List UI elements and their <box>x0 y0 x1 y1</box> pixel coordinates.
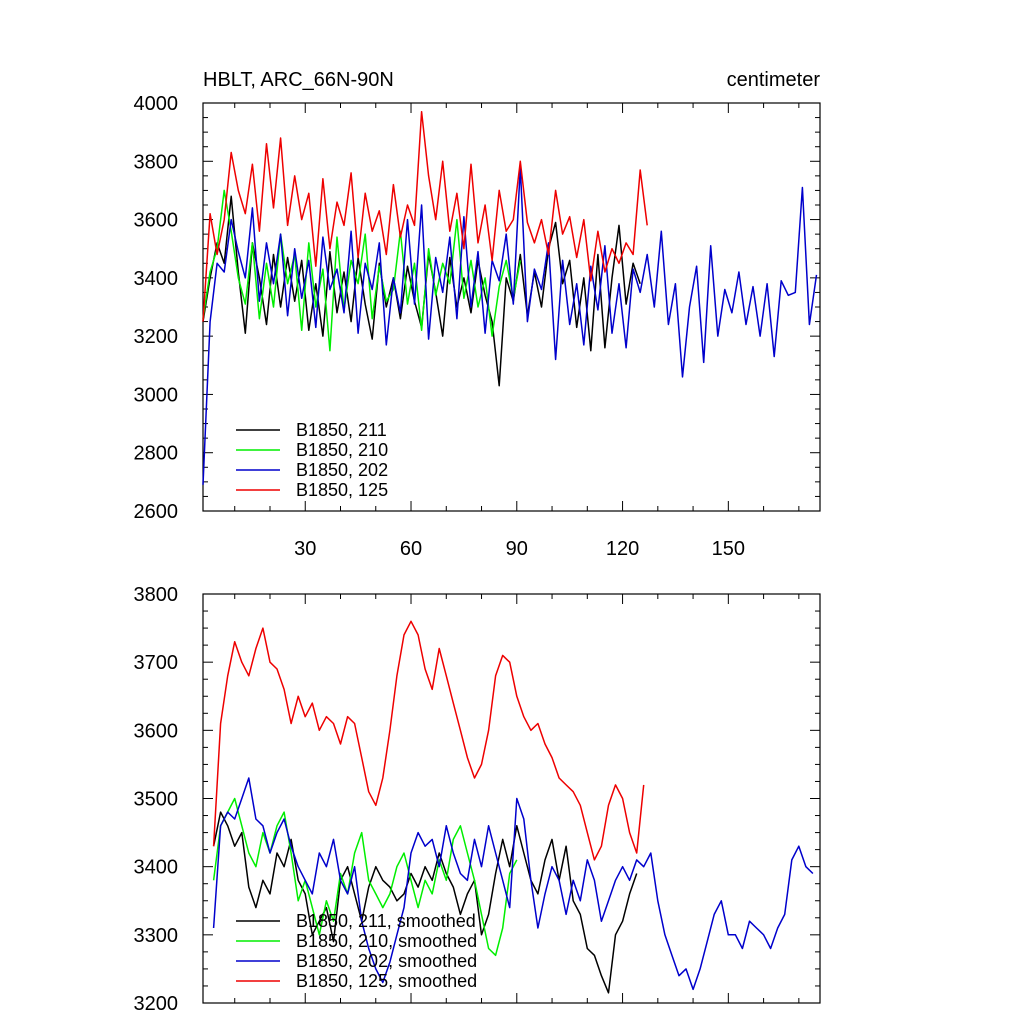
y-tick-label: 3600 <box>134 720 179 742</box>
legend-label-2: B1850, 210, smoothed <box>296 931 477 951</box>
y-tick-label: 2800 <box>134 443 179 465</box>
x-tick-label: 60 <box>400 538 422 560</box>
legend-label-3: B1850, 202 <box>296 460 388 480</box>
legend-label-1: B1850, 211 <box>296 420 387 440</box>
series-line-2 <box>202 189 522 352</box>
y-tick-label: 4000 <box>134 93 179 115</box>
chart-title: HBLT, ARC_66N-90N <box>203 69 394 91</box>
chart-panels: 2600 2800 3000 3200 3400 3600 3800 4000 30 60 90 12… <box>134 93 821 1015</box>
y-tick-label: 3500 <box>134 789 179 811</box>
y-tick-label: 3400 <box>134 268 179 290</box>
y-tick-label: 3200 <box>134 993 179 1015</box>
panel-2: 3200 3300 3400 3500 3600 3700 3800 B1850, 211, … <box>134 584 821 1015</box>
y-tick-label: 3400 <box>134 857 179 879</box>
panel-1: 2600 2800 3000 3200 3400 3600 3800 4000 30 60 90 12… <box>134 93 821 560</box>
x-tick-label: 90 <box>506 538 528 560</box>
chart-units: centimeter <box>727 69 821 91</box>
y-tick-label: 3700 <box>134 652 179 674</box>
y-tick-label: 3600 <box>134 210 179 232</box>
y-tick-label: 3200 <box>134 326 179 348</box>
series-line-3 <box>202 166 818 485</box>
legend-label-3: B1850, 202, smoothed <box>296 951 477 971</box>
series-line-1 <box>202 195 641 387</box>
x-tick-label: 120 <box>606 538 639 560</box>
y-tick-label: 3800 <box>134 584 179 606</box>
series-line-2 <box>212 797 518 957</box>
x-tick-label: 30 <box>294 538 316 560</box>
series-line-4 <box>202 110 648 322</box>
legend-label-2: B1850, 210 <box>296 440 388 460</box>
series-line-1 <box>212 811 638 994</box>
legend-label-4: B1850, 125 <box>296 480 388 500</box>
y-tick-label: 3000 <box>134 384 179 406</box>
series-line-4 <box>212 620 645 861</box>
legend-label-4: B1850, 125, smoothed <box>296 971 477 991</box>
series-line-3 <box>212 777 814 991</box>
y-tick-label: 2600 <box>134 501 179 523</box>
x-tick-label: 150 <box>712 538 745 560</box>
legend-label-1: B1850, 211, smoothed <box>296 911 476 931</box>
y-tick-label: 3800 <box>134 151 179 173</box>
y-tick-label: 3300 <box>134 925 179 947</box>
